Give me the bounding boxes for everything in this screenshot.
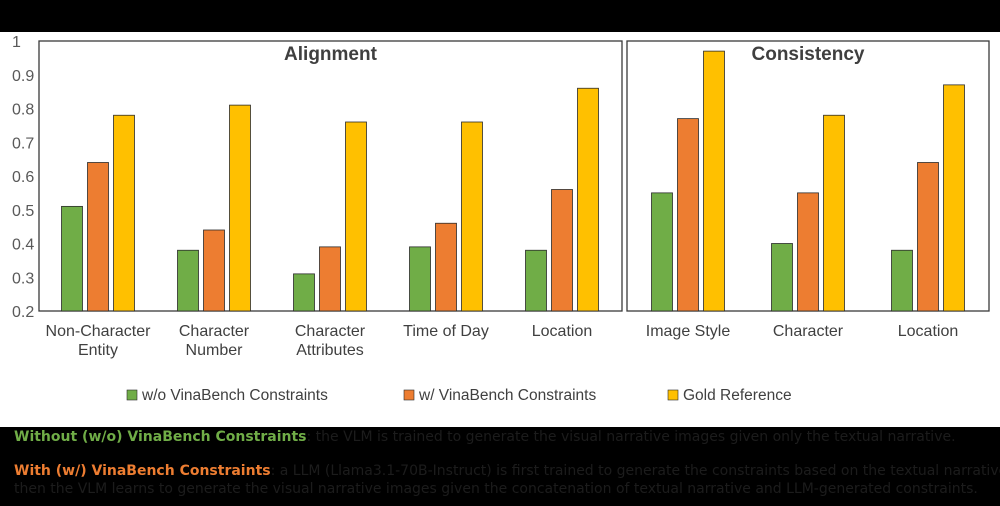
bar (87, 162, 109, 312)
y-tick-label: 0.2 (12, 304, 34, 321)
bar (229, 104, 251, 312)
bar (177, 249, 199, 312)
bar (797, 192, 819, 312)
bar (203, 229, 225, 312)
bar (461, 121, 483, 312)
bar (551, 189, 573, 312)
caption-with-constraints: With (w/) VinaBench Constraints: a LLM (… (14, 463, 1000, 479)
bar (525, 249, 547, 312)
bar (435, 222, 457, 312)
caption-text: : a LLM (Llama3.1-70B-Instruct) is first… (270, 463, 1000, 479)
panel-title: Consistency (752, 44, 865, 65)
bar (577, 87, 599, 312)
bar (703, 50, 725, 312)
y-tick-label: 0.4 (12, 237, 34, 254)
bar (917, 162, 939, 312)
legend-swatch (667, 389, 679, 401)
panel-title: Alignment (284, 44, 378, 65)
legend-swatch (403, 389, 415, 401)
bar (891, 249, 913, 312)
bar (823, 114, 845, 312)
bar (771, 243, 793, 312)
caption-text: : the VLM is trained to generate the vis… (306, 429, 956, 445)
caption-with-constraints-continued: then the VLM learns to generate the visu… (14, 481, 978, 497)
caption-text: then the VLM learns to generate the visu… (14, 481, 978, 497)
x-tick-label: Entity (78, 342, 118, 359)
y-tick-label: 1 (12, 34, 21, 51)
x-tick-label: Location (898, 323, 959, 340)
legend-swatch (126, 389, 138, 401)
x-tick-label: Image Style (646, 323, 731, 340)
caption-term: With (w/) VinaBench Constraints (14, 463, 271, 479)
x-tick-label: Attributes (296, 342, 364, 359)
bar (943, 84, 965, 312)
x-tick-label: Character (295, 323, 366, 340)
x-tick-label: Location (532, 323, 593, 340)
y-tick-label: 0.3 (12, 270, 34, 287)
legend-label: w/o VinaBench Constraints (141, 387, 328, 404)
caption-without-constraints: Without (w/o) VinaBench Constraints: the… (14, 429, 956, 445)
bar (319, 246, 341, 312)
x-tick-label: Non-Character (46, 323, 152, 340)
bar (293, 273, 315, 312)
bar (113, 114, 135, 312)
bar (61, 205, 83, 312)
x-tick-label: Number (186, 342, 244, 359)
bar (651, 192, 673, 312)
y-tick-label: 0.9 (12, 68, 34, 85)
y-tick-label: 0.7 (12, 135, 34, 152)
x-tick-label: Character (773, 323, 844, 340)
chart-area: 1 0.9 0.8 0.7 0.6 0.5 0.4 0.3 0.2 Alignment Non-Ch… (0, 32, 1000, 427)
caption-term: Without (w/o) VinaBench Constraints (14, 429, 307, 445)
bar (345, 121, 367, 312)
x-tick-label: Character (179, 323, 250, 340)
legend-label: Gold Reference (683, 387, 792, 404)
y-tick-label: 0.6 (12, 169, 34, 186)
legend-label: w/ VinaBench Constraints (418, 387, 596, 404)
x-tick-label: Time of Day (403, 323, 489, 340)
bar (677, 118, 699, 312)
bar-chart: 1 0.9 0.8 0.7 0.6 0.5 0.4 0.3 0.2 Alignment Non-Ch… (12, 34, 990, 404)
captions: Without (w/o) VinaBench Constraints: the… (0, 427, 1000, 506)
y-tick-label: 0.8 (12, 102, 34, 119)
bar (409, 246, 431, 312)
y-tick-label: 0.5 (12, 203, 34, 220)
